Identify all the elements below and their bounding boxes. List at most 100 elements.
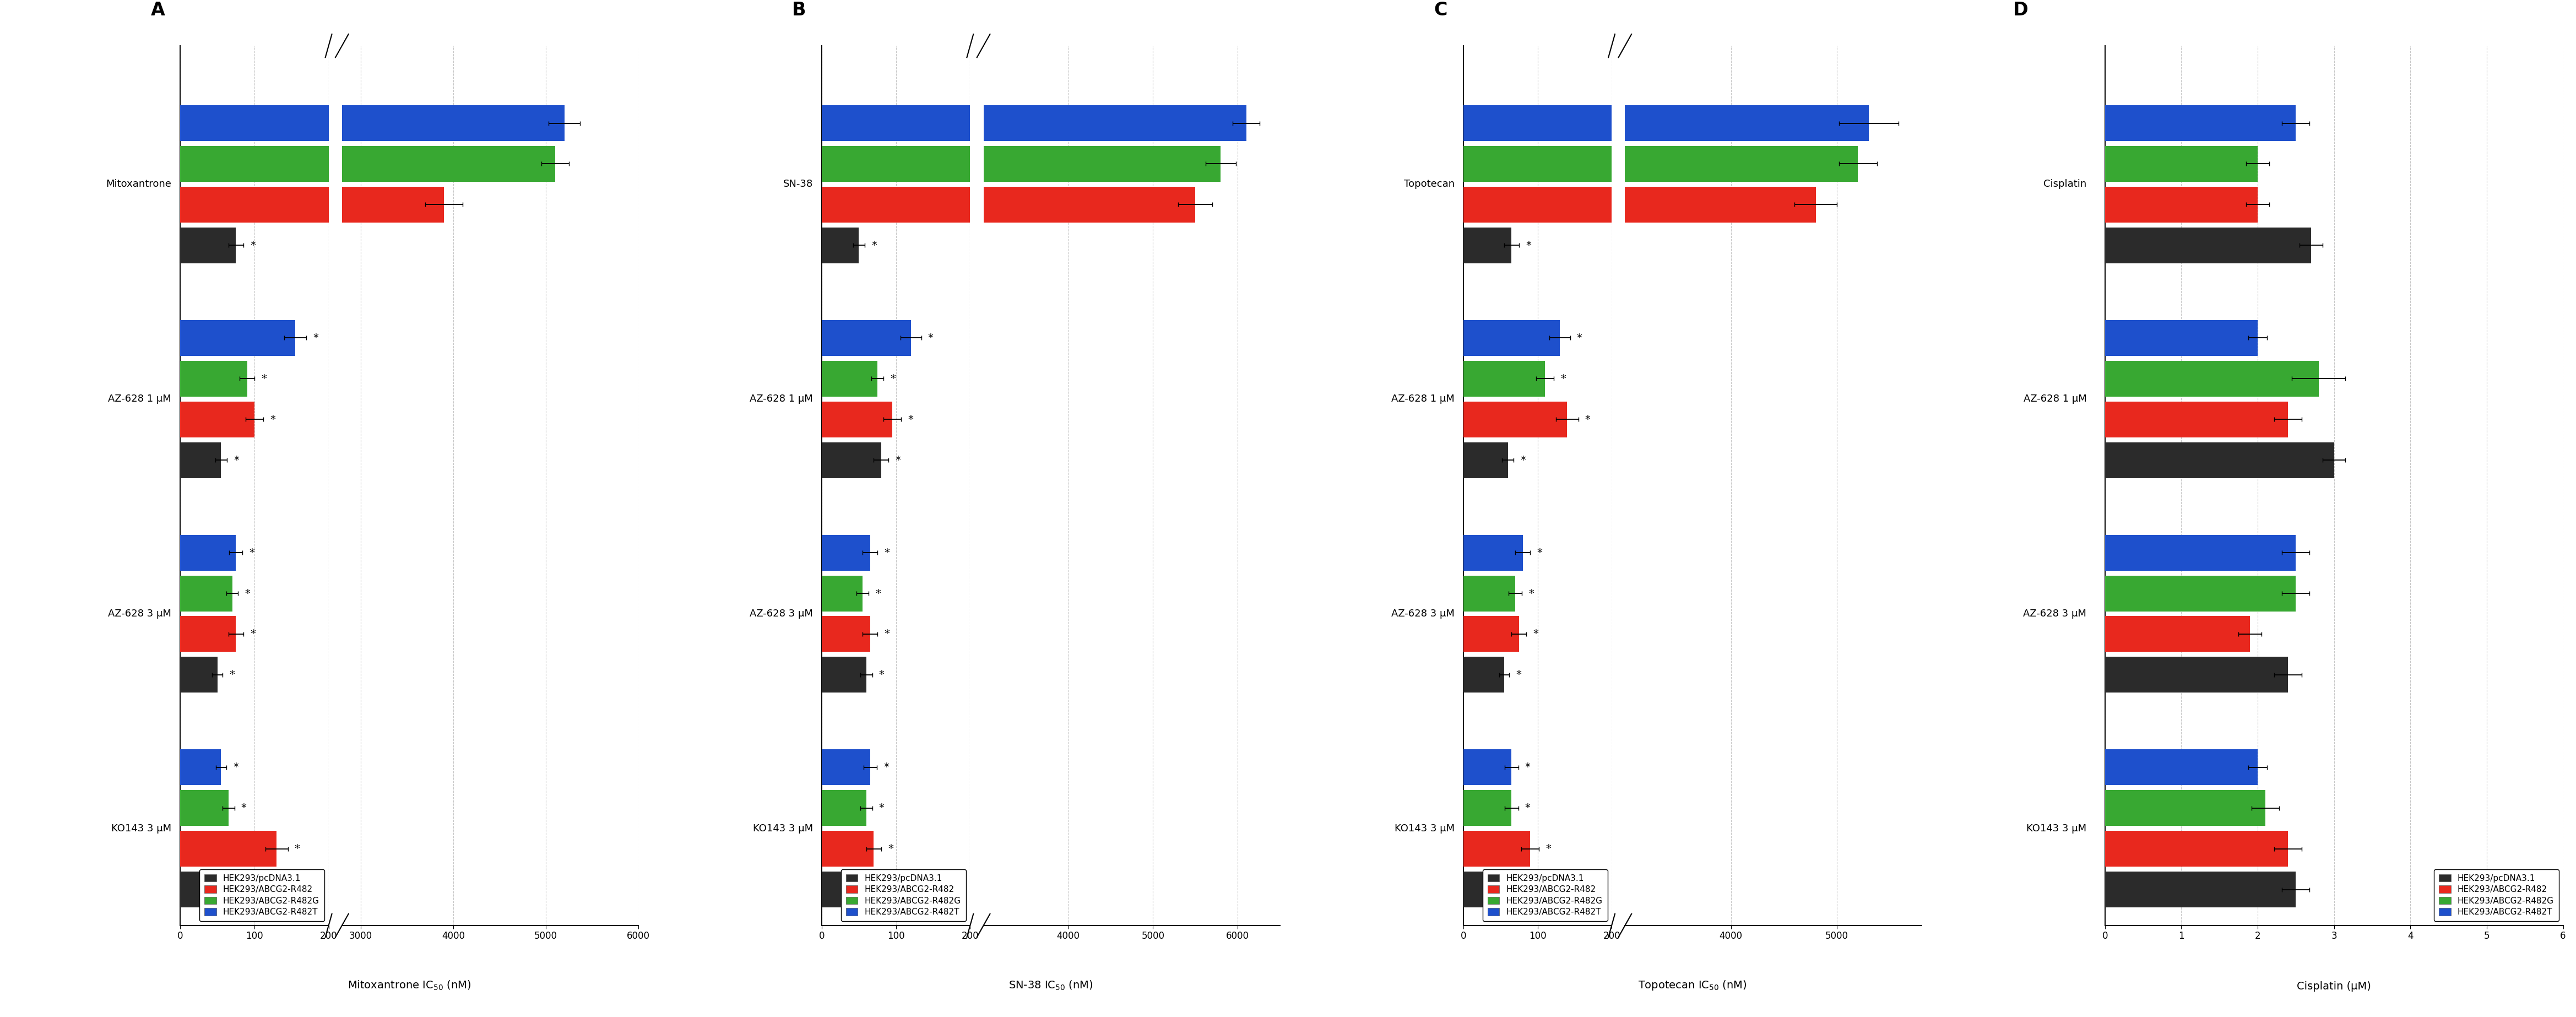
Bar	[822, 831, 873, 866]
Text: *: *	[314, 333, 319, 343]
Text: *: *	[1538, 547, 1543, 558]
Text: *: *	[229, 669, 234, 680]
Bar	[2105, 790, 2264, 826]
Text: *: *	[270, 414, 276, 424]
Bar	[180, 105, 2576, 141]
Text: *: *	[891, 373, 896, 383]
Text: SN-38: SN-38	[783, 179, 814, 189]
Legend: HEK293/pcDNA3.1, HEK293/ABCG2-R482, HEK293/ABCG2-R482G, HEK293/ABCG2-R482T: HEK293/pcDNA3.1, HEK293/ABCG2-R482, HEK2…	[1481, 870, 1607, 921]
Bar	[82, 105, 564, 141]
Bar	[180, 750, 222, 785]
Bar	[2105, 146, 2257, 182]
Bar	[822, 576, 863, 611]
Bar	[822, 442, 881, 478]
Bar	[180, 535, 237, 571]
Text: *: *	[1561, 373, 1566, 383]
Bar	[2105, 657, 2287, 693]
Bar	[822, 146, 2576, 182]
Text: *: *	[1520, 455, 1525, 466]
Bar	[180, 228, 237, 263]
Text: A: A	[149, 1, 165, 19]
Bar	[822, 105, 2576, 141]
Bar	[180, 872, 214, 907]
Bar	[1306, 187, 1816, 223]
Bar	[1306, 228, 1314, 263]
Text: AZ-628 3 μM: AZ-628 3 μM	[1391, 609, 1455, 618]
Bar	[1463, 616, 1520, 652]
Bar	[822, 616, 871, 652]
Text: KO143 3 μM: KO143 3 μM	[2027, 824, 2087, 833]
Bar	[180, 576, 232, 611]
Text: *: *	[1517, 669, 1522, 680]
Bar	[2105, 872, 2295, 907]
Bar	[82, 187, 443, 223]
Bar	[1463, 576, 1515, 611]
Text: Topotecan IC$_{50}$ (nM): Topotecan IC$_{50}$ (nM)	[1638, 979, 1747, 992]
Bar	[1463, 442, 1507, 478]
Bar	[2105, 831, 2287, 866]
Bar	[822, 402, 891, 437]
Bar	[822, 872, 863, 907]
Bar	[822, 228, 858, 263]
Text: *: *	[250, 240, 255, 250]
Text: *: *	[1546, 843, 1551, 854]
Text: *: *	[889, 843, 894, 854]
Legend: HEK293/pcDNA3.1, HEK293/ABCG2-R482, HEK293/ABCG2-R482G, HEK293/ABCG2-R482T: HEK293/pcDNA3.1, HEK293/ABCG2-R482, HEK2…	[198, 870, 325, 921]
Text: *: *	[884, 762, 889, 773]
Bar	[1463, 657, 1504, 693]
Bar	[180, 361, 247, 397]
Text: *: *	[884, 629, 889, 640]
Bar	[2105, 228, 2311, 263]
Bar	[729, 146, 1221, 182]
Bar	[822, 187, 2576, 223]
Text: *: *	[234, 455, 240, 466]
Text: KO143 3 μM: KO143 3 μM	[752, 824, 814, 833]
Text: Mitoxantrone: Mitoxantrone	[106, 179, 173, 189]
Bar	[180, 146, 2576, 182]
Text: *: *	[224, 885, 229, 895]
Text: *: *	[1577, 333, 1582, 343]
Text: *: *	[1525, 762, 1530, 773]
Bar	[2105, 616, 2249, 652]
Text: *: *	[260, 373, 265, 383]
Text: *: *	[250, 629, 255, 640]
Bar	[180, 831, 276, 866]
Text: *: *	[250, 547, 255, 558]
Bar	[1463, 402, 1566, 437]
Legend: HEK293/pcDNA3.1, HEK293/ABCG2-R482, HEK293/ABCG2-R482G, HEK293/ABCG2-R482T: HEK293/pcDNA3.1, HEK293/ABCG2-R482, HEK2…	[2434, 870, 2558, 921]
Bar	[2105, 535, 2295, 571]
Text: *: *	[1533, 629, 1538, 640]
Bar	[822, 657, 866, 693]
Bar	[180, 320, 296, 356]
Bar	[729, 228, 734, 263]
Bar	[180, 187, 2576, 223]
Bar	[2105, 187, 2257, 223]
Bar	[1463, 872, 1499, 907]
Bar	[1463, 361, 1546, 397]
Bar	[2105, 402, 2287, 437]
Bar	[729, 187, 1195, 223]
Bar	[1463, 831, 1530, 866]
Bar	[822, 790, 866, 826]
Bar	[2105, 442, 2334, 478]
Bar	[82, 146, 556, 182]
Bar	[1463, 320, 1558, 356]
Text: AZ-628 3 μM: AZ-628 3 μM	[2022, 609, 2087, 618]
Bar	[1463, 535, 1522, 571]
Bar	[1463, 187, 2576, 223]
Text: AZ-628 1 μM: AZ-628 1 μM	[108, 394, 173, 404]
Text: *: *	[907, 414, 914, 424]
Text: *: *	[876, 588, 881, 599]
Bar	[2105, 105, 2295, 141]
Text: *: *	[242, 802, 247, 814]
Text: *: *	[927, 333, 933, 343]
Bar	[2105, 361, 2318, 397]
Text: KO143 3 μM: KO143 3 μM	[1394, 824, 1455, 833]
Text: *: *	[884, 547, 889, 558]
Bar	[822, 535, 871, 571]
Text: *: *	[245, 588, 250, 599]
Bar	[180, 402, 255, 437]
Bar	[822, 750, 871, 785]
Bar	[2105, 750, 2257, 785]
Text: Cisplatin (μM): Cisplatin (μM)	[2298, 981, 2370, 992]
